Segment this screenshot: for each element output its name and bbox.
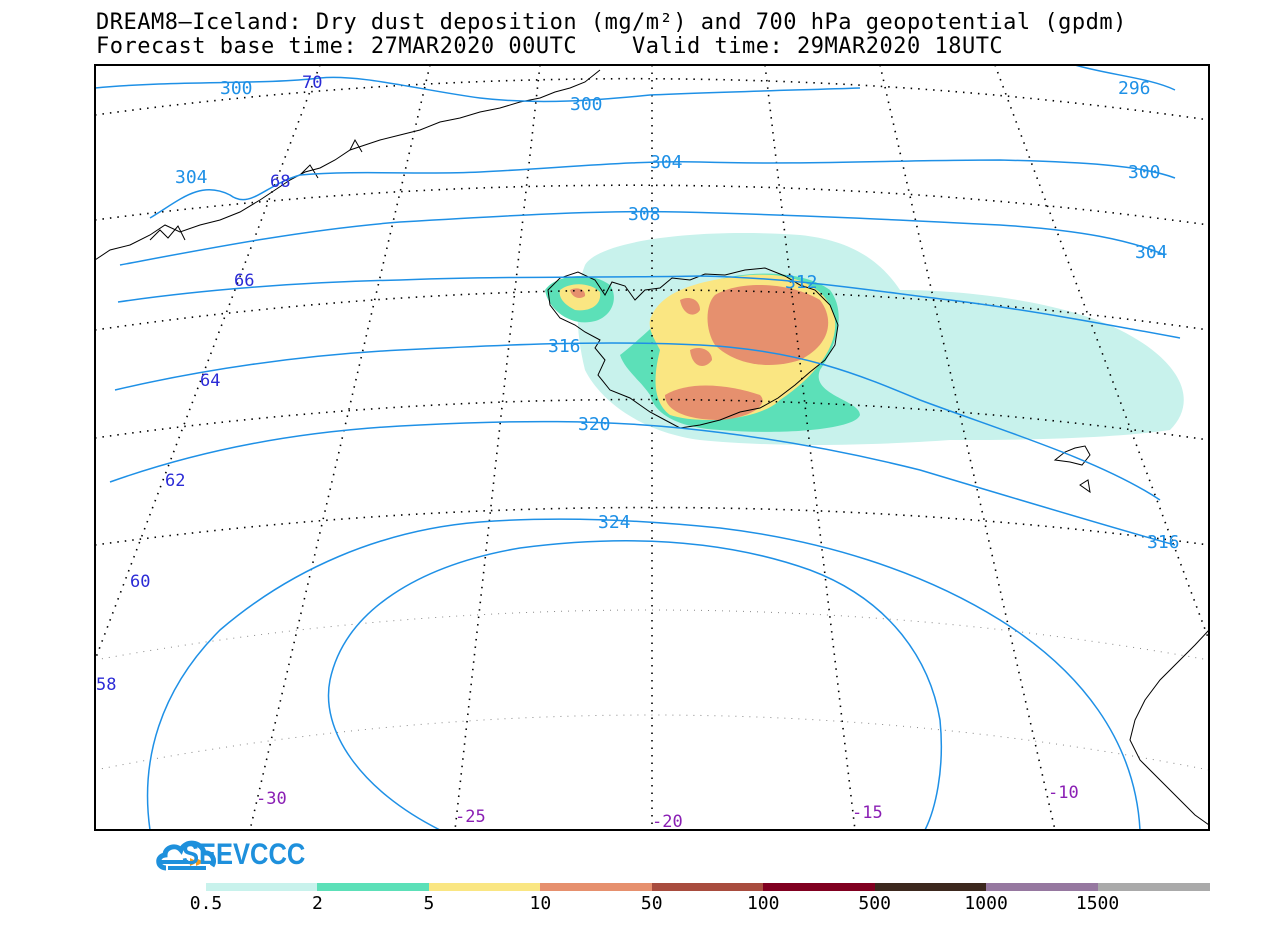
color-bar-segment	[317, 883, 430, 891]
color-bar-segment	[540, 883, 653, 891]
contour-label: 300	[1128, 162, 1161, 183]
longitude-label: -10	[1048, 783, 1079, 803]
map-title: DREAM8–Iceland: Dry dust deposition (mg/…	[96, 10, 1127, 35]
contour-label: 304	[650, 152, 683, 173]
contour-label: 312	[785, 272, 818, 293]
latitude-label: 62	[165, 471, 185, 491]
color-bar-segment	[763, 883, 876, 891]
latitude-label: 60	[130, 572, 150, 592]
dust-deposition-field	[545, 233, 1184, 445]
color-bar-segment	[651, 883, 764, 891]
color-bar-segment	[874, 883, 987, 891]
contour-label: 304	[175, 167, 208, 188]
greenland-coastline	[95, 69, 601, 261]
latitude-label: 58	[96, 675, 116, 695]
color-bar-segment	[1097, 883, 1210, 891]
color-bar-label: 10	[529, 893, 552, 914]
latitude-label: 70	[302, 73, 322, 93]
contour-label: 300	[220, 78, 253, 99]
contour-label: 300	[570, 94, 603, 115]
contour-label: 308	[628, 204, 661, 225]
contour-label: 316	[548, 336, 581, 357]
map-subtitle: Forecast base time: 27MAR2020 00UTC Vali…	[96, 34, 1004, 59]
color-bar-segment	[986, 883, 1099, 891]
map-frame	[94, 64, 1210, 831]
faroe-coastline	[1053, 445, 1091, 494]
color-bar-label: 100	[746, 893, 780, 914]
color-bar-label: 0.5	[189, 893, 223, 914]
latitude-label: 66	[234, 271, 254, 291]
latitude-label: 68	[270, 172, 290, 192]
color-bar-segment	[206, 883, 318, 891]
longitude-label: -25	[455, 807, 486, 827]
color-bar-label: 1000	[964, 893, 1008, 914]
latitude-label: 64	[200, 371, 220, 391]
color-bar-segment	[428, 883, 541, 891]
color-bar-label: 2	[312, 893, 323, 914]
contour-label: 296	[1118, 78, 1151, 99]
contour-label: 304	[1135, 242, 1168, 263]
dust-band-10	[707, 284, 829, 365]
iceland-coastline	[547, 267, 839, 429]
color-bar-label: 1500	[1075, 893, 1120, 914]
longitude-label: -20	[652, 812, 683, 832]
contour-label: 316	[1147, 532, 1180, 553]
longitude-label: -15	[852, 803, 883, 823]
logo-text: SEEVCCC	[182, 838, 306, 871]
geopotential-contours	[95, 65, 1181, 830]
norway-coastline	[1129, 629, 1209, 826]
contour-label: 324	[598, 512, 631, 533]
cloud-logo-icon	[156, 840, 217, 871]
color-bar-label: 50	[640, 893, 663, 914]
longitude-label: -30	[256, 789, 287, 809]
contour-label: 320	[578, 414, 611, 435]
color-bar-label: 500	[858, 893, 891, 914]
color-bar-label: 5	[423, 893, 435, 914]
